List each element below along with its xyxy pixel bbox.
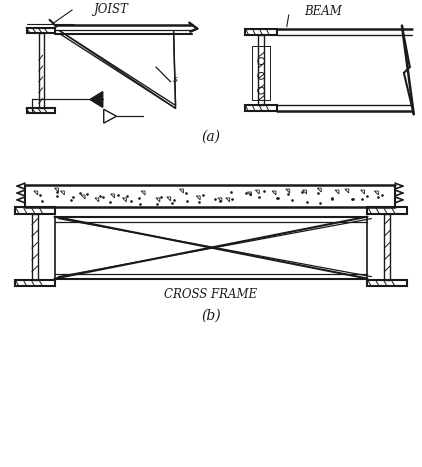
Text: (a): (a)	[201, 130, 221, 144]
Polygon shape	[104, 109, 116, 123]
Bar	[368, 280, 407, 286]
Bar	[27, 28, 54, 33]
Text: s: s	[173, 75, 178, 84]
Bar	[384, 214, 390, 280]
Bar	[15, 207, 54, 214]
Polygon shape	[90, 92, 103, 107]
Bar	[368, 207, 407, 214]
Bar	[246, 28, 277, 35]
Bar	[15, 280, 54, 286]
Text: JOIST: JOIST	[94, 3, 129, 16]
Bar	[252, 46, 270, 100]
Text: BEAM: BEAM	[304, 5, 342, 18]
Bar	[32, 214, 38, 280]
Text: CROSS FRAME: CROSS FRAME	[165, 288, 257, 301]
Bar	[39, 33, 44, 108]
Bar	[246, 106, 277, 111]
Bar	[27, 108, 54, 113]
Bar	[258, 35, 264, 106]
Text: (b): (b)	[201, 309, 221, 323]
